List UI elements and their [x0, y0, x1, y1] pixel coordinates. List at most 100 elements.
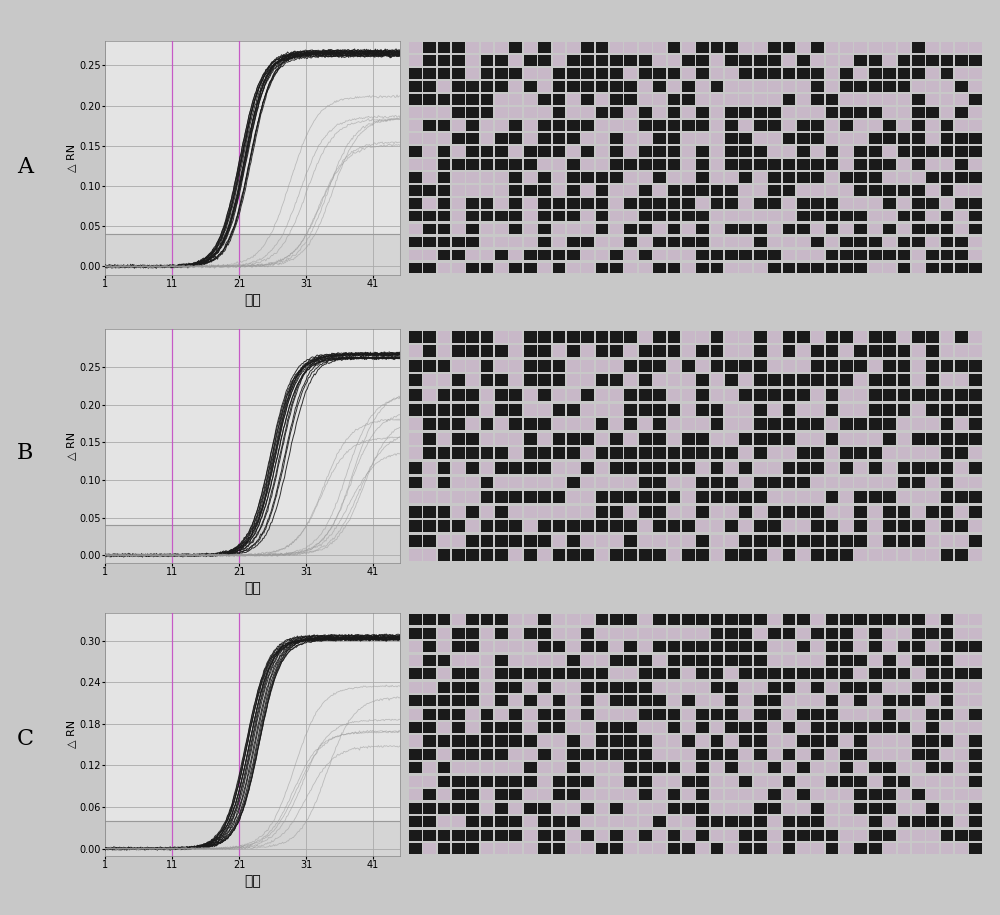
- Bar: [883, 360, 896, 371]
- Bar: [955, 521, 968, 533]
- Bar: [854, 535, 867, 547]
- Bar: [840, 374, 853, 386]
- Bar: [941, 614, 953, 625]
- Bar: [581, 224, 594, 234]
- Bar: [826, 462, 838, 474]
- Bar: [624, 433, 637, 445]
- Bar: [481, 330, 493, 343]
- Bar: [668, 521, 680, 533]
- Bar: [495, 722, 508, 733]
- Bar: [610, 654, 623, 666]
- Bar: [783, 330, 795, 343]
- Bar: [754, 668, 767, 679]
- Bar: [754, 69, 767, 79]
- Bar: [696, 374, 709, 386]
- Bar: [567, 549, 580, 562]
- Bar: [668, 263, 680, 274]
- Bar: [610, 69, 623, 79]
- Bar: [624, 722, 637, 733]
- Bar: [869, 736, 882, 747]
- Bar: [912, 198, 925, 209]
- Bar: [754, 736, 767, 747]
- Bar: [696, 185, 709, 196]
- Bar: [754, 790, 767, 801]
- Bar: [423, 198, 436, 209]
- Bar: [725, 404, 738, 415]
- Bar: [409, 146, 422, 156]
- Bar: [883, 250, 896, 261]
- Bar: [466, 682, 479, 693]
- Bar: [553, 535, 565, 547]
- Bar: [538, 198, 551, 209]
- Bar: [653, 404, 666, 415]
- Bar: [854, 55, 867, 66]
- Bar: [668, 695, 680, 706]
- Bar: [596, 159, 608, 169]
- Bar: [854, 816, 867, 827]
- Bar: [466, 722, 479, 733]
- Bar: [481, 198, 493, 209]
- Bar: [653, 120, 666, 131]
- Bar: [524, 762, 537, 773]
- Bar: [639, 708, 652, 719]
- Text: A: A: [17, 156, 33, 178]
- Bar: [926, 389, 939, 401]
- Bar: [509, 345, 522, 357]
- Bar: [912, 462, 925, 474]
- Bar: [466, 491, 479, 503]
- Bar: [912, 628, 925, 639]
- Bar: [783, 535, 795, 547]
- Bar: [783, 749, 795, 760]
- Bar: [912, 94, 925, 105]
- Bar: [696, 628, 709, 639]
- Bar: [854, 736, 867, 747]
- Bar: [941, 146, 953, 156]
- Bar: [754, 535, 767, 547]
- Bar: [711, 94, 723, 105]
- Bar: [696, 790, 709, 801]
- Bar: [854, 830, 867, 841]
- Bar: [567, 146, 580, 156]
- Bar: [466, 790, 479, 801]
- Bar: [538, 374, 551, 386]
- Bar: [639, 682, 652, 693]
- Bar: [481, 535, 493, 547]
- Bar: [898, 418, 910, 430]
- Bar: [682, 641, 695, 652]
- Bar: [754, 120, 767, 131]
- Bar: [869, 42, 882, 53]
- Bar: [725, 477, 738, 489]
- Bar: [826, 172, 838, 183]
- Bar: [826, 107, 838, 118]
- Bar: [509, 790, 522, 801]
- Bar: [423, 146, 436, 156]
- Bar: [696, 749, 709, 760]
- Bar: [883, 133, 896, 144]
- Bar: [696, 433, 709, 445]
- Bar: [768, 263, 781, 274]
- Bar: [653, 94, 666, 105]
- Bar: [696, 418, 709, 430]
- Bar: [481, 159, 493, 169]
- Bar: [811, 263, 824, 274]
- Bar: [883, 69, 896, 79]
- Bar: [811, 776, 824, 787]
- Bar: [912, 263, 925, 274]
- Bar: [524, 107, 537, 118]
- Bar: [538, 120, 551, 131]
- Bar: [509, 107, 522, 118]
- Bar: [438, 491, 450, 503]
- Bar: [811, 198, 824, 209]
- Bar: [581, 360, 594, 371]
- Bar: [883, 185, 896, 196]
- Bar: [754, 374, 767, 386]
- Bar: [711, 491, 723, 503]
- Bar: [869, 360, 882, 371]
- Bar: [596, 330, 608, 343]
- Bar: [725, 69, 738, 79]
- Bar: [783, 159, 795, 169]
- Bar: [438, 628, 450, 639]
- Bar: [452, 133, 465, 144]
- Bar: [840, 830, 853, 841]
- Bar: [438, 120, 450, 131]
